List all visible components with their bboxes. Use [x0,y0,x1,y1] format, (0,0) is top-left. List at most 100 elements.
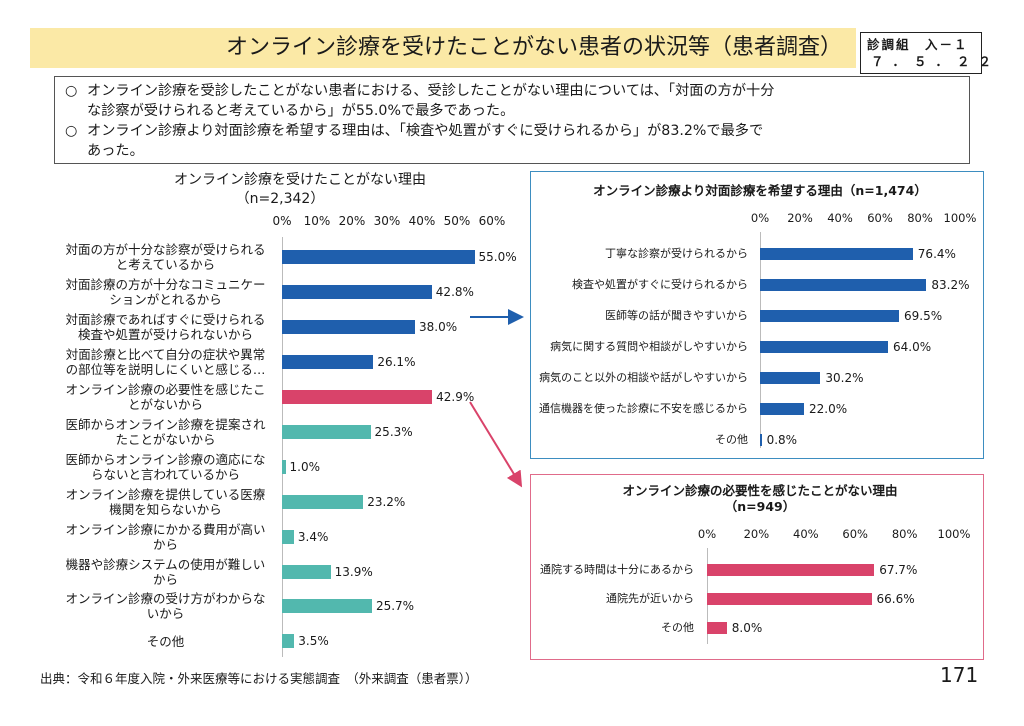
category-label: 通院先が近いから [606,591,694,605]
x-tick-label: 20% [787,211,813,225]
page-title: オンライン診療を受けたことがない患者の状況等（患者調査） [225,35,842,60]
summary-line: あった。 [87,143,144,159]
category-label-line: オンライン診療の必要性を感じたこ [65,382,266,398]
reference-line-1: 診調組 入－１ [867,37,969,52]
data-label: 0.8% [766,432,798,447]
data-label: 38.0% [419,320,458,335]
data-label: 83.2% [931,277,970,292]
bar [760,402,804,415]
x-tick-label: 0% [272,214,292,228]
category-label: 丁寧な診察が受けられるから [605,246,748,260]
category-label: オンライン診療の必要性を感じたこ とがないから [58,382,273,412]
category-label-line: 対面診療と比べて自分の症状や異常 [65,347,266,363]
bar [282,564,331,579]
summary-box: ○ オンライン診療を受診したことがない患者における、受診したことがない理由について… [54,76,970,164]
x-tick-label: 0% [750,211,770,225]
category-label-line: の部位等を説明しにくいと感じる… [65,362,266,378]
data-label: 55.0% [478,250,517,265]
bottom-right-panel [530,474,984,660]
x-tick-label: 0% [697,527,717,541]
category-label-line: 対面診療の方が十分なコミュニケー [65,277,266,293]
category-label: 病気に関する質問や相談がしやすいから [550,339,748,353]
data-label: 25.3% [374,424,413,439]
data-label: 13.9% [334,564,373,579]
category-label: 通院する時間は十分にあるから [540,563,694,577]
category-label: 対面の方が十分な診察が受けられる と考えているから [58,242,273,272]
bar [282,424,371,439]
category-label: 対面診療と比べて自分の症状や異常 の部位等を説明しにくいと感じる… [58,347,273,377]
data-label: 42.8% [435,285,474,300]
category-label-line: その他 [146,633,185,649]
category-label: その他 [715,432,748,446]
category-label: 検査や処置がすぐに受けられるから [572,277,748,291]
summary-text: オンライン診療より対面診療を希望する理由は、「検査や処置がすぐに受けられるから」… [87,123,764,139]
bar [760,433,762,446]
category-label-line: 対面診療であればすぐに受けられる [65,312,266,328]
bar [282,599,372,614]
bar [282,494,364,509]
category-label: 医師からオンライン診療を提案され たことがないから [58,417,273,447]
category-label-line: とがないから [127,397,203,413]
bar [760,247,913,260]
page-number: 171 [940,663,979,687]
data-label: 69.5% [904,308,943,323]
x-tick-label: 60% [867,211,893,225]
bar [282,390,433,405]
left-chart-title: オンライン診療を受けたことがない理由 [174,172,426,188]
x-tick-label: 40% [408,214,436,228]
bar [282,250,475,265]
data-label: 1.0% [289,459,321,474]
data-label: 25.7% [375,599,415,614]
bar [282,529,294,544]
bottom-right-chart-subtitle: （n=949） [724,499,796,514]
x-tick-label: 40% [827,211,853,225]
title-band [30,28,856,68]
summary-line: ○ オンライン診療を受診したことがない患者における、受診したことがない理由について… [65,81,959,101]
bar [282,634,295,649]
summary-line: ○ オンライン診療より対面診療を希望する理由は、「検査や処置がすぐに受けられるから… [65,121,959,141]
category-label-line: らないと言われているから [90,466,240,482]
bar [282,285,432,300]
data-label: 76.4% [917,246,956,261]
bar [760,340,888,353]
summary-text: オンライン診療を受診したことがない患者における、受診したことがない理由については… [87,83,775,99]
data-label: 8.0% [731,620,763,635]
category-label: 医師からオンライン診療の適応にな らないと言われているから [58,452,273,482]
category-label-line: オンライン診療を提供している医療 [65,486,266,502]
summary-line: な診察が受けられると考えているから」が55.0%で最多であった。 [87,103,515,119]
arrow-to-bottom-right [469,401,523,488]
data-label: 22.0% [809,401,848,416]
x-tick-label: 40% [793,527,819,541]
left-chart-subtitle: （n=2,342） [235,191,325,207]
x-tick-label: 50% [443,214,471,228]
category-label: オンライン診療の受け方がわからな いから [58,591,273,621]
category-label-line: 機関を知らないから [109,501,222,517]
document-reference-box: 診調組 入－１ ７．５．２２ [860,32,991,74]
x-tick-label: 80% [891,527,918,541]
bar [282,459,286,474]
x-tick-label: 10% [303,214,331,228]
category-label-line: と考えているから [115,257,216,273]
category-label-line: 医師からオンライン診療の適応にな [65,451,266,467]
x-tick-label: 60% [842,527,868,541]
category-label-line: から [152,536,178,552]
data-label: 42.9% [436,390,475,405]
x-tick-label: 100% [943,211,977,225]
y-axis-line [760,232,761,448]
data-label: 3.5% [298,634,329,649]
bar [760,278,927,291]
category-label-line: 医師からオンライン診療を提案され [65,416,266,432]
category-label-line: 機器や診療システムの使用が難しい [65,556,266,572]
category-label: 機器や診療システムの使用が難しい から [58,557,273,587]
data-label: 66.6% [876,591,915,606]
x-tick-label: 20% [338,214,366,228]
category-label-line: から [152,571,178,587]
category-label-line: たことがないから [115,431,216,447]
category-label-line: 検査や処置が受けられないから [77,327,253,343]
x-tick-label: 30% [373,214,401,228]
bar [760,309,899,322]
x-tick-label: 80% [907,211,933,225]
bar [707,592,872,605]
top-right-chart-title: オンライン診療より対面診療を希望する理由（n=1,474） [593,183,927,198]
